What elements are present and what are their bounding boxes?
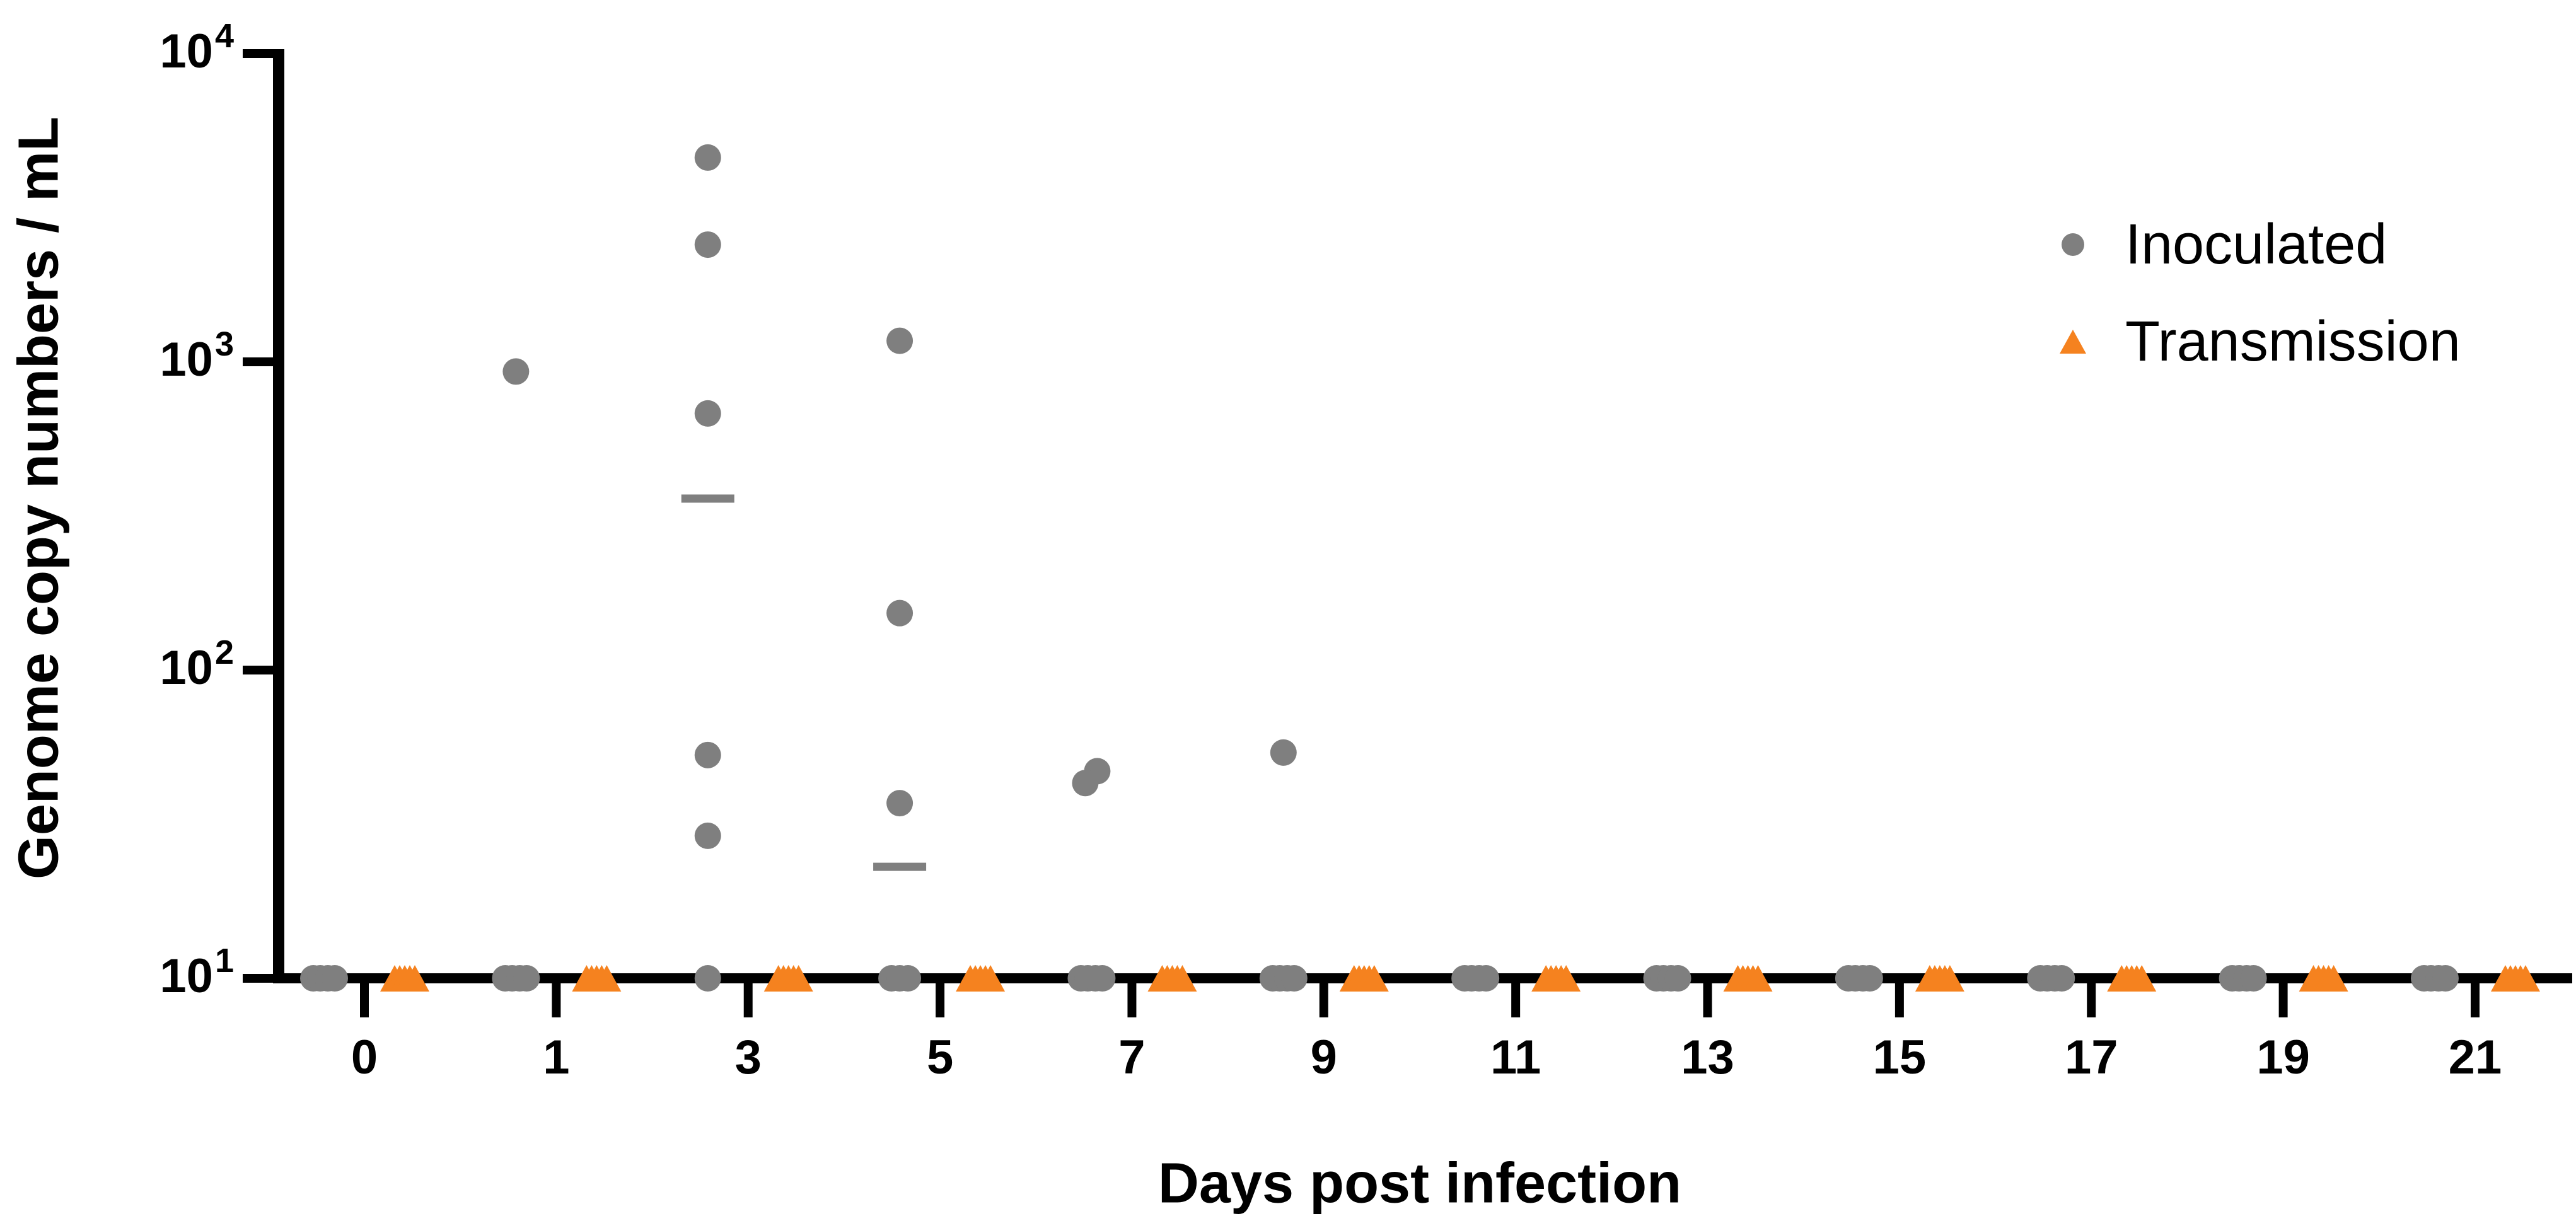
x-tick-label: 11 (1490, 1031, 1541, 1084)
x-tick-label: 15 (1872, 1031, 1927, 1084)
transmission-lod-marker (1935, 965, 1964, 992)
x-tick-label: 5 (926, 1031, 954, 1084)
inoculated-point (694, 144, 721, 171)
median-bar (681, 494, 734, 503)
transmission-lod-marker (976, 965, 1006, 992)
transmission-lod-marker (2127, 965, 2157, 992)
inoculated-lod-marker (1856, 965, 1883, 992)
transmission-lod-marker (784, 965, 813, 992)
x-tick-label: 21 (2448, 1031, 2502, 1084)
y-tick-label: 104 (160, 16, 234, 78)
legend-item-transmission: Transmission (2045, 293, 2461, 390)
median-bar (873, 862, 927, 871)
inoculated-lod-marker (322, 965, 348, 992)
inoculated-point (502, 358, 530, 385)
inoculated-point (1072, 770, 1099, 797)
y-axis-title: Genome copy numbers / mL (7, 116, 71, 880)
inoculated-lod-marker (1280, 965, 1308, 992)
circle-icon (2045, 231, 2101, 258)
inoculated-point (694, 822, 721, 849)
legend: Inoculated Transmission (2045, 196, 2461, 390)
inoculated-lod-marker (2240, 965, 2267, 992)
inoculated-point (886, 599, 914, 627)
x-tick-label: 19 (2256, 1031, 2310, 1084)
x-tick-label: 7 (1118, 1031, 1146, 1084)
inoculated-point (694, 231, 721, 258)
inoculated-point (886, 790, 914, 817)
transmission-lod-marker (400, 965, 429, 992)
transmission-lod-marker (2510, 965, 2540, 992)
inoculated-point (694, 741, 721, 768)
inoculated-point (694, 400, 721, 427)
inoculated-lod-marker (1664, 965, 1691, 992)
legend-label: Inoculated (2125, 212, 2387, 276)
legend-label: Transmission (2125, 310, 2461, 373)
inoculated-lod-marker (1089, 965, 1116, 992)
inoculated-lod-marker (694, 965, 721, 992)
x-tick-label: 17 (2064, 1031, 2118, 1084)
transmission-lod-marker (592, 965, 622, 992)
transmission-lod-marker (1743, 965, 1773, 992)
transmission-lod-marker (1168, 965, 1197, 992)
inoculated-lod-marker (895, 965, 922, 992)
transmission-lod-marker (1552, 965, 1581, 992)
inoculated-lod-marker (513, 965, 540, 992)
transmission-lod-marker (1359, 965, 1389, 992)
x-tick-label: 13 (1681, 1031, 1734, 1084)
inoculated-lod-marker (1473, 965, 1500, 992)
transmission-lod-marker (2319, 965, 2348, 992)
x-tick-label: 1 (543, 1031, 570, 1084)
legend-item-inoculated: Inoculated (2045, 196, 2461, 293)
y-tick-label: 101 (160, 941, 234, 1003)
x-axis-title: Days post infection (1157, 1152, 1682, 1215)
inoculated-point (1270, 739, 1297, 766)
x-tick-label: 0 (351, 1031, 378, 1084)
inoculated-point (886, 327, 914, 354)
inoculated-lod-marker (2048, 965, 2075, 992)
x-tick-label: 9 (1310, 1031, 1337, 1084)
y-tick-label: 102 (160, 633, 234, 695)
triangle-icon (2045, 328, 2101, 356)
x-tick-label: 3 (734, 1031, 762, 1084)
y-tick-label: 103 (160, 325, 234, 386)
inoculated-lod-marker (2432, 965, 2459, 992)
